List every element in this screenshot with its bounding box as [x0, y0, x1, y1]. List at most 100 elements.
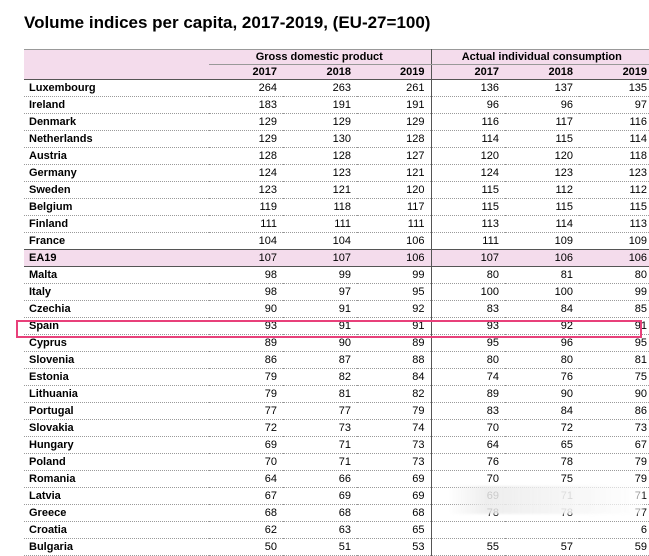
value-cell: 136 — [430, 79, 506, 97]
value-cell: 100 — [554, 285, 574, 298]
value-cell: 129 — [406, 115, 425, 128]
value-cell: 64 — [430, 436, 506, 454]
value-cell: 59 — [634, 540, 648, 553]
value-cell: 106 — [406, 251, 425, 264]
value-cell: 114 — [629, 132, 648, 145]
value-cell: 100 — [430, 283, 506, 301]
country-cell: Czechia — [29, 302, 71, 315]
value-cell: 81 — [338, 387, 351, 400]
value-cell: 84 — [412, 370, 425, 383]
value-cell: 113 — [430, 215, 506, 233]
table-body: Luxembourg 264 263 261 136 137 135 Ireland 183 19… — [24, 79, 649, 556]
value-cell: 106 — [406, 234, 425, 247]
value-cell: 79 — [264, 370, 277, 383]
country-cell: Spain — [29, 319, 59, 332]
value-cell: 114 — [555, 217, 574, 230]
value-cell: 106 — [554, 251, 574, 264]
value-cell: 70 — [430, 419, 506, 437]
country-cell: Sweden — [29, 183, 71, 196]
value-cell: 115 — [430, 181, 506, 199]
header-group-row: Gross domestic product Actual individual… — [24, 49, 649, 65]
value-cell: 79 — [634, 472, 648, 485]
value-cell: 96 — [560, 336, 574, 349]
value-cell: 64 — [264, 472, 277, 485]
value-cell: 87 — [338, 353, 351, 366]
country-cell: Latvia — [29, 489, 61, 502]
table-row: Malta 98 99 99 80 81 80 — [24, 266, 649, 284]
value-cell: 128 — [406, 132, 425, 145]
value-cell: 72 — [560, 421, 574, 434]
table-row: Italy 98 97 95 100 100 99 — [24, 283, 649, 301]
country-cell: Slovakia — [29, 421, 74, 434]
country-cell: Italy — [29, 285, 52, 298]
value-cell: 91 — [338, 302, 351, 315]
value-cell: 111 — [260, 217, 277, 230]
value-cell: 123 — [332, 166, 351, 179]
table-row: Sweden 123 121 120 115 112 112 — [24, 181, 649, 199]
value-cell: 106 — [628, 251, 648, 264]
value-cell: 124 — [430, 164, 506, 182]
country-cell: Slovenia — [29, 353, 75, 366]
country-cell: Greece — [29, 506, 67, 519]
value-cell: 98 — [264, 285, 277, 298]
table-row: Portugal 77 77 79 83 84 86 — [24, 402, 649, 420]
value-cell: 86 — [264, 353, 277, 366]
value-cell: 6 — [640, 523, 648, 536]
value-cell: 68 — [412, 506, 425, 519]
year-header: 2018 — [548, 66, 574, 78]
value-cell: 50 — [264, 540, 277, 553]
value-cell: 117 — [555, 115, 574, 128]
value-cell: 104 — [332, 234, 351, 247]
value-cell: 84 — [560, 404, 574, 417]
table-row: Denmark 129 129 129 116 117 116 — [24, 113, 649, 131]
value-cell: 92 — [412, 302, 425, 315]
value-cell: 113 — [629, 217, 648, 230]
value-cell: 51 — [338, 540, 351, 553]
value-cell: 71 — [338, 455, 351, 468]
table-row: Luxembourg 264 263 261 136 137 135 — [24, 79, 649, 97]
country-cell: Romania — [29, 472, 76, 485]
value-cell: 112 — [555, 183, 574, 196]
value-cell: 89 — [264, 336, 277, 349]
value-cell: 264 — [258, 81, 277, 94]
value-cell: 129 — [258, 132, 277, 145]
country-cell: Denmark — [29, 115, 77, 128]
value-cell: 263 — [332, 81, 351, 94]
value-cell: 115 — [629, 200, 648, 213]
value-cell: 183 — [258, 98, 277, 111]
value-cell: 73 — [634, 421, 648, 434]
table-header: Gross domestic product Actual individual… — [24, 49, 649, 80]
value-cell — [430, 521, 506, 539]
value-cell: 92 — [560, 319, 574, 332]
value-cell: 111 — [334, 217, 351, 230]
value-cell: 95 — [430, 334, 506, 352]
value-cell: 123 — [628, 166, 648, 179]
value-cell: 99 — [338, 268, 351, 281]
value-cell: 91 — [412, 319, 425, 332]
table-row: Finland 111 111 111 113 114 113 — [24, 215, 649, 233]
value-cell: 71 — [338, 438, 351, 451]
table-row: France 104 104 106 111 109 109 — [24, 232, 649, 250]
group-header-aic: Actual individual consumption — [430, 49, 649, 65]
table-row: Hungary 69 71 73 64 65 67 — [24, 436, 649, 454]
table-row: Romania 64 66 69 70 75 79 — [24, 470, 649, 488]
table-row: Czechia 90 91 92 83 84 85 — [24, 300, 649, 318]
value-cell: 78 — [560, 455, 574, 468]
value-cell: 127 — [406, 149, 425, 162]
value-cell: 137 — [554, 81, 574, 94]
group-header-gdp: Gross domestic product — [209, 49, 432, 65]
value-cell: 115 — [430, 198, 506, 216]
value-cell: 120 — [406, 183, 425, 196]
value-cell: 83 — [430, 300, 506, 318]
country-cell: Estonia — [29, 370, 69, 383]
value-cell: 67 — [264, 489, 277, 502]
value-cell: 129 — [258, 115, 277, 128]
value-cell: 96 — [430, 96, 506, 114]
value-cell: 69 — [264, 438, 277, 451]
table-row: Bulgaria 50 51 53 55 57 59 — [24, 538, 649, 556]
value-cell: 135 — [628, 81, 648, 94]
value-cell: 115 — [555, 132, 574, 145]
table-row: Slovakia 72 73 74 70 72 73 — [24, 419, 649, 437]
value-cell: 128 — [332, 149, 351, 162]
country-cell: Portugal — [29, 404, 74, 417]
